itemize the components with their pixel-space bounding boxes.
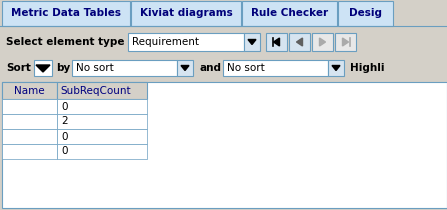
Text: Sort: Sort: [6, 63, 31, 73]
Bar: [57, 82, 147, 99]
Text: No sort: No sort: [227, 63, 265, 73]
Text: Desig: Desig: [349, 8, 382, 18]
Bar: [328, 60, 344, 76]
Bar: [2, 144, 57, 159]
Bar: [266, 33, 287, 51]
Text: 0: 0: [61, 147, 67, 156]
Polygon shape: [248, 39, 256, 45]
Bar: [335, 33, 356, 51]
Polygon shape: [274, 38, 279, 46]
Bar: [242, 1, 337, 26]
Bar: [177, 60, 193, 76]
Text: Kiviat diagrams: Kiviat diagrams: [139, 8, 232, 18]
Bar: [2, 99, 57, 114]
Bar: [223, 60, 328, 76]
Bar: [2, 129, 57, 144]
Polygon shape: [296, 38, 303, 46]
Bar: [57, 129, 147, 144]
Bar: [34, 60, 52, 76]
Text: and: and: [199, 63, 221, 73]
Polygon shape: [181, 66, 189, 71]
Text: 0: 0: [61, 101, 67, 112]
Bar: [244, 33, 260, 51]
Bar: [2, 82, 57, 99]
Bar: [289, 33, 310, 51]
Bar: [57, 114, 147, 129]
Text: Select element type: Select element type: [6, 37, 125, 47]
Text: Metric Data Tables: Metric Data Tables: [11, 8, 121, 18]
Bar: [128, 33, 244, 51]
Bar: [72, 60, 177, 76]
Polygon shape: [36, 65, 50, 72]
Bar: [2, 1, 130, 26]
Text: Highli: Highli: [350, 63, 384, 73]
Text: No sort: No sort: [76, 63, 114, 73]
Polygon shape: [320, 38, 325, 46]
Bar: [312, 33, 333, 51]
Polygon shape: [342, 38, 349, 46]
Bar: [131, 1, 241, 26]
Bar: [57, 144, 147, 159]
Text: 0: 0: [61, 131, 67, 142]
Text: by: by: [56, 63, 70, 73]
Text: Rule Checker: Rule Checker: [251, 8, 328, 18]
Text: Name: Name: [14, 85, 45, 96]
Polygon shape: [332, 66, 340, 71]
Text: 2: 2: [61, 117, 67, 126]
Bar: [2, 82, 447, 208]
Text: Requirement: Requirement: [132, 37, 199, 47]
Bar: [338, 1, 393, 26]
Text: SubReqCount: SubReqCount: [60, 85, 131, 96]
Bar: [2, 114, 57, 129]
Bar: [57, 99, 147, 114]
